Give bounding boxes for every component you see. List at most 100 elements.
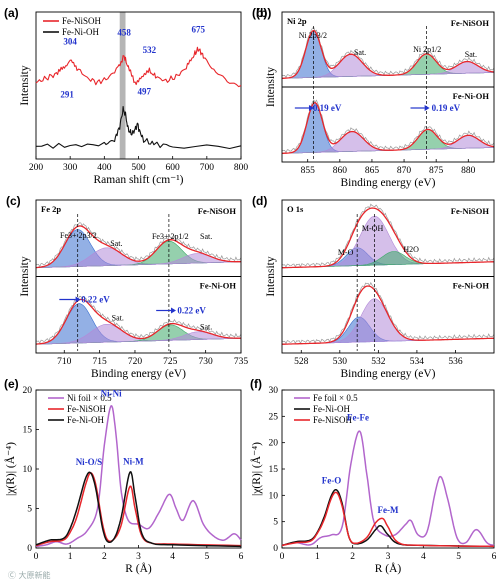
x-tick-label: 400 (97, 163, 112, 173)
panel-label: (f) (250, 377, 262, 391)
x-tick-label: 5 (204, 552, 209, 562)
sample-label: Fe-NiSOH (451, 18, 490, 28)
fit-envelope (35, 225, 241, 269)
fit-envelope (282, 29, 495, 79)
x-tick-label: 500 (131, 163, 146, 173)
x-axis-label: R (Å) (375, 561, 402, 575)
fit-component (282, 298, 494, 345)
panel-label: (b) (252, 6, 267, 20)
peak-label: Sat. (354, 48, 366, 57)
y-tick-label: 20 (23, 386, 33, 396)
x-tick-label: 735 (234, 357, 249, 367)
y-tick-label: 15 (269, 465, 279, 475)
x-tick-label: 720 (128, 357, 143, 367)
x-tick-label: 528 (294, 357, 309, 367)
raw-spectrum (281, 281, 495, 345)
series-line (35, 405, 242, 548)
peak-label: Ni 2p3/2 (299, 31, 327, 40)
x-tick-label: 300 (63, 163, 78, 173)
fit-envelope (282, 207, 494, 269)
bond-annotation: Ni-M (123, 456, 144, 466)
x-tick-label: 715 (92, 357, 107, 367)
raw-spectrum (281, 99, 495, 154)
legend-label: Ni foil × 0.5 (67, 393, 112, 403)
fit-envelope (282, 285, 494, 345)
bond-annotation: Ni-Ni (101, 388, 122, 398)
x-tick-label: 1 (315, 552, 320, 562)
x-tick-label: 600 (166, 163, 181, 173)
peak-label: Sat. (200, 323, 212, 332)
x-tick-label: 4 (170, 552, 175, 562)
x-tick-label: 700 (200, 163, 215, 173)
element-label: Fe 2p (41, 204, 61, 214)
peak-label: Fe3+ 2p3/2 (60, 231, 97, 240)
panel-label: (c) (6, 194, 21, 208)
x-tick-label: 0 (34, 552, 39, 562)
y-tick-label: 15 (23, 426, 33, 436)
peak-label: Ni 2p1/2 (413, 45, 441, 54)
x-tick-label: 200 (29, 163, 44, 173)
bond-annotation: Ni-O/S (76, 457, 103, 467)
fit-envelope (35, 298, 241, 345)
x-tick-label: 860 (333, 166, 348, 176)
peak-label: M-OH (362, 224, 384, 233)
x-tick-label: 3 (136, 552, 141, 562)
y-axis-label: |χ(R)| (Å⁻⁴) (249, 442, 263, 496)
y-axis-label: Intensity (265, 256, 277, 296)
x-tick-label: 530 (333, 357, 348, 367)
x-tick-label: 532 (371, 357, 386, 367)
shift-arrow-head (424, 105, 430, 111)
x-axis-label: Raman shift (cm⁻¹) (94, 174, 184, 186)
y-tick-label: 20 (269, 439, 279, 449)
x-axis-label: R (Å) (125, 561, 152, 575)
x-tick-label: 865 (365, 166, 380, 176)
peak-annotation: 497 (137, 86, 151, 96)
sample-label: Fe-Ni-OH (200, 281, 237, 291)
peak-label: H2O (403, 245, 419, 254)
peak-label: Sat. (200, 232, 212, 241)
peak-label: M-O (338, 248, 354, 257)
legend-label: Fe-Ni-OH (62, 27, 99, 37)
x-tick-label: 880 (461, 166, 476, 176)
y-axis-label: Intensity (265, 67, 277, 107)
peak-annotation: 458 (117, 28, 131, 38)
x-tick-label: 3 (386, 552, 391, 562)
legend-label: Fe-Ni-OH (67, 415, 104, 425)
x-axis-label: Binding energy (eV) (341, 177, 436, 189)
peak-label: Sat. (465, 50, 477, 59)
fit-envelope (282, 101, 495, 154)
peak-label: Sat. (110, 239, 122, 248)
element-label: O 1s (287, 204, 304, 214)
y-tick-label: 25 (269, 412, 279, 422)
shift-arrow-head (75, 296, 81, 303)
watermark-text: Ⓒ 大原新能 (8, 570, 51, 580)
panel-label: (a) (4, 6, 19, 20)
x-tick-label: 730 (199, 357, 214, 367)
x-tick-label: 534 (410, 357, 425, 367)
y-axis-label: |χ(R)| (Å⁻⁴) (3, 442, 17, 496)
series-line (35, 471, 242, 548)
bond-annotation: Fe-O (322, 476, 342, 486)
x-tick-label: 710 (57, 357, 72, 367)
y-tick-label: 10 (23, 465, 33, 475)
x-tick-label: 5 (456, 552, 461, 562)
peak-annotation: 304 (63, 36, 77, 46)
shift-label: 0.22 eV (81, 295, 110, 305)
peak-annotation: 291 (60, 89, 74, 99)
series-fe-ni-oh (35, 105, 242, 150)
sample-label: Fe-NiSOH (451, 206, 490, 216)
peak-label: Sat. (112, 314, 124, 323)
y-tick-label: 10 (269, 491, 279, 501)
peak-annotation: 675 (192, 25, 206, 35)
x-tick-label: 875 (429, 166, 444, 176)
bond-annotation: Fe-M (378, 505, 399, 515)
fit-component (282, 251, 494, 268)
raw-spectrum (35, 222, 242, 268)
x-tick-label: 536 (448, 357, 463, 367)
x-tick-label: 4 (421, 552, 426, 562)
legend-label: Fe-NiSOH (313, 415, 353, 425)
panel-label: (b) (256, 6, 271, 20)
bond-annotation: Fe-Fe (347, 413, 369, 423)
legend-label: Fe-NiSOH (62, 16, 102, 26)
